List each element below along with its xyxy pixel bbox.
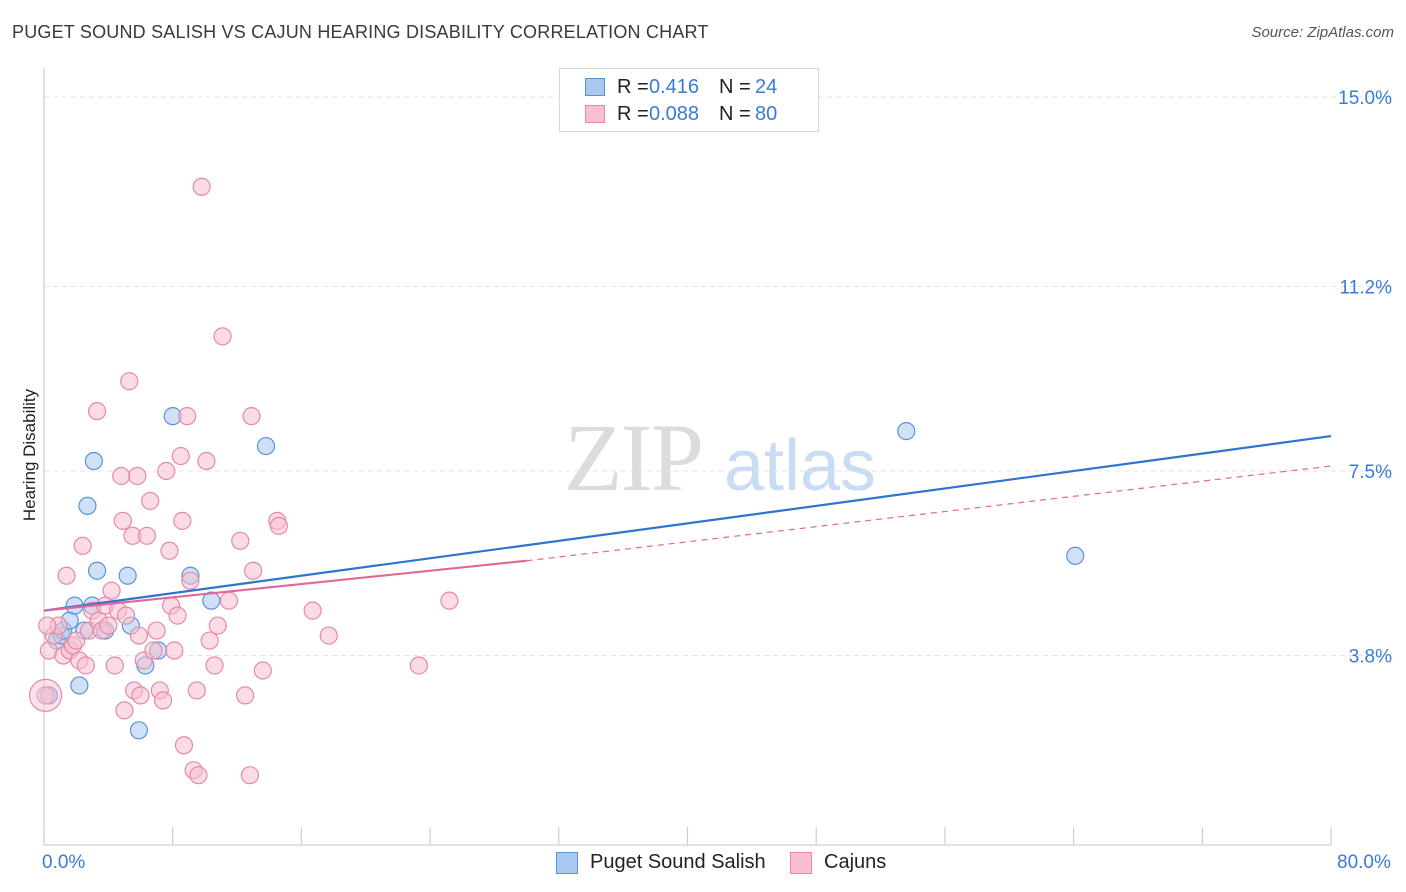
cajuns-point xyxy=(76,656,95,675)
cajuns-point xyxy=(141,491,160,511)
y-tick-label: 11.2% xyxy=(1340,277,1393,298)
salish-point xyxy=(84,451,103,471)
cajuns-point xyxy=(219,591,239,610)
cajuns-point xyxy=(242,407,261,426)
cajuns-point xyxy=(128,466,147,486)
cajuns-point xyxy=(165,641,184,660)
cajuns-point xyxy=(200,631,219,650)
cajuns-point xyxy=(102,581,121,600)
r-label: R = xyxy=(617,75,649,98)
cajuns-point xyxy=(409,656,428,675)
salish-point xyxy=(1066,546,1085,565)
cajuns-point xyxy=(235,686,255,705)
y-tick-label: 3.8% xyxy=(1349,647,1392,668)
cajuns-point xyxy=(244,561,263,580)
legend-row-salish: R = 0.416 N = 24 xyxy=(585,75,778,99)
cajuns-point xyxy=(197,451,216,471)
y-tick-label: 15.0% xyxy=(1338,88,1392,109)
cajuns-point xyxy=(160,541,179,560)
cajuns-point xyxy=(319,626,338,645)
n-value: 80 xyxy=(755,102,778,125)
watermark-atlas: atlas xyxy=(724,426,876,506)
cajuns-point xyxy=(112,466,131,486)
cajuns-point xyxy=(36,686,55,705)
cajuns-point xyxy=(113,511,132,530)
cajuns-point xyxy=(173,511,192,530)
legend-series: Puget Sound Salish Cajuns xyxy=(0,851,1406,877)
n-label: N = xyxy=(719,75,751,98)
cajuns-point xyxy=(157,461,176,481)
cajuns-point xyxy=(181,571,200,590)
y-tick-label: 7.5% xyxy=(1349,462,1392,483)
cajuns-point xyxy=(153,691,173,710)
cajuns-legend-swatch xyxy=(790,851,812,874)
legend-item-cajuns[interactable]: Cajuns xyxy=(790,851,886,874)
salish-trend-line xyxy=(43,435,1332,612)
legend-stats: R = 0.416 N = 24 R = 0.088 N = 80 xyxy=(559,68,819,132)
cajuns-point xyxy=(87,402,107,421)
cajuns-point xyxy=(174,736,194,755)
salish-point xyxy=(78,496,97,516)
cajuns-point xyxy=(178,407,197,426)
r-value: 0.416 xyxy=(649,75,700,98)
x-tick-min: 0.0% xyxy=(42,852,86,873)
cajuns-point xyxy=(116,606,136,625)
salish-point xyxy=(897,422,916,441)
cajuns-point xyxy=(213,327,232,346)
legend-item-salish[interactable]: Puget Sound Salish xyxy=(556,851,766,874)
cajuns-point xyxy=(120,372,139,391)
n-value: 24 xyxy=(755,75,778,98)
cajuns-point xyxy=(115,701,134,720)
cajuns-point xyxy=(99,616,118,635)
cajuns-point xyxy=(192,177,211,196)
n-label: N = xyxy=(719,102,751,125)
cajuns-point xyxy=(231,531,250,550)
salish-legend-swatch xyxy=(556,851,578,874)
cajuns-point xyxy=(269,516,288,535)
salish-point xyxy=(202,591,221,610)
cajuns-point xyxy=(187,681,206,700)
cajuns-point xyxy=(57,566,76,585)
legend-row-cajuns: R = 0.088 N = 80 xyxy=(585,102,778,126)
salish-point xyxy=(118,566,137,585)
watermark-zip: ZIP xyxy=(564,404,702,511)
r-label: R = xyxy=(617,102,649,125)
cajuns-point xyxy=(208,616,227,635)
cajuns-trend-extension xyxy=(526,465,1332,562)
cajuns-point xyxy=(129,626,149,645)
cajuns-point xyxy=(253,661,272,680)
source-label: Source: ZipAtlas.com xyxy=(1251,24,1394,41)
cajuns-point xyxy=(73,536,92,555)
cajuns-trend-line xyxy=(43,559,527,612)
salish-point xyxy=(87,561,107,580)
cajuns-swatch xyxy=(585,105,605,123)
cajuns-point xyxy=(168,606,187,625)
salish-legend-label: Puget Sound Salish xyxy=(590,851,766,873)
salish-point xyxy=(129,721,149,740)
salish-point xyxy=(256,436,276,456)
x-tick-max: 80.0% xyxy=(1337,852,1391,873)
cajuns-point xyxy=(105,656,124,675)
cajuns-point xyxy=(67,631,86,650)
cajuns-point xyxy=(137,526,157,545)
cajuns-point xyxy=(303,601,322,620)
cajuns-point xyxy=(440,591,459,610)
cajuns-point xyxy=(144,641,163,660)
cajuns-point xyxy=(29,678,63,713)
cajuns-point xyxy=(171,446,190,466)
cajuns-point xyxy=(131,686,150,705)
r-value: 0.088 xyxy=(649,102,700,125)
cajuns-point xyxy=(189,766,208,785)
cajuns-point xyxy=(38,616,57,635)
cajuns-point xyxy=(240,766,260,785)
cajuns-point xyxy=(147,621,166,640)
chart-title: PUGET SOUND SALISH VS CAJUN HEARING DISA… xyxy=(12,22,709,42)
salish-swatch xyxy=(585,78,605,96)
cajuns-legend-label: Cajuns xyxy=(824,851,887,873)
salish-point xyxy=(70,676,89,695)
cajuns-point xyxy=(205,656,224,675)
